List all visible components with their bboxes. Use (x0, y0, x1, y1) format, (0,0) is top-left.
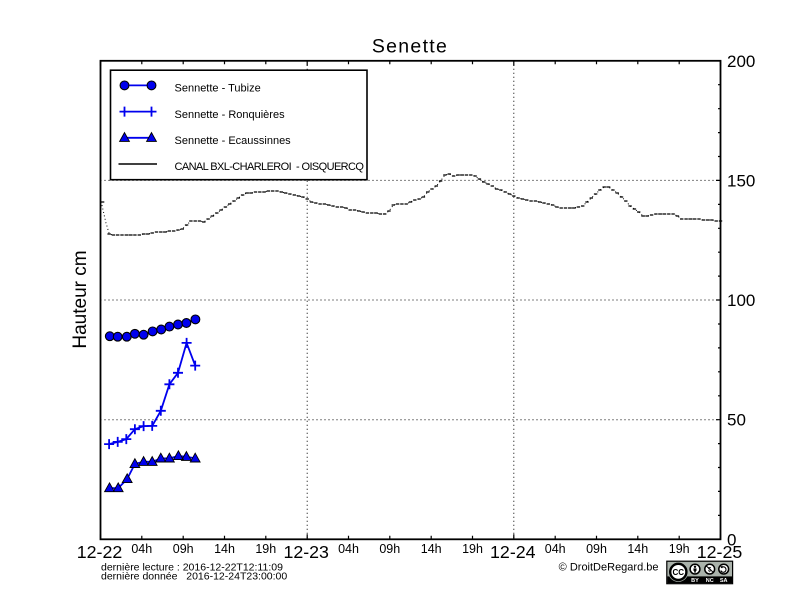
svg-text:CC: CC (673, 568, 685, 577)
svg-text:14h: 14h (627, 542, 648, 556)
svg-text:Sennette - Tubize: Sennette - Tubize (175, 83, 261, 95)
svg-text:19h: 19h (255, 542, 276, 556)
svg-text:100: 100 (727, 291, 755, 310)
svg-text:12-22: 12-22 (77, 542, 122, 562)
svg-text:09h: 09h (379, 542, 400, 556)
svg-text:200: 200 (727, 52, 755, 71)
svg-text:© DroitDeRegard.be: © DroitDeRegard.be (559, 562, 659, 574)
svg-text:04h: 04h (338, 542, 359, 556)
svg-text:09h: 09h (586, 542, 607, 556)
svg-text:Sennette - Ronquières: Sennette - Ronquières (175, 109, 286, 121)
svg-text:dernière lecture : 2016-12-22T: dernière lecture : 2016-12-22T12:11:09 (101, 562, 283, 574)
svg-text:Sennette - Ecaussinnes: Sennette - Ecaussinnes (175, 135, 292, 147)
svg-text:19h: 19h (462, 542, 483, 556)
svg-text:$: $ (708, 567, 712, 573)
svg-text:14h: 14h (421, 542, 442, 556)
svg-text:12-24: 12-24 (490, 542, 536, 562)
svg-text:NC: NC (706, 578, 714, 584)
svg-text:04h: 04h (131, 542, 152, 556)
svg-text:19h: 19h (669, 542, 690, 556)
svg-text:50: 50 (727, 411, 746, 430)
svg-text:Hauteur cm: Hauteur cm (70, 250, 91, 348)
svg-text:SA: SA (720, 578, 728, 584)
svg-text:12-25: 12-25 (697, 542, 743, 562)
svg-text:Senette: Senette (372, 36, 448, 58)
svg-text:CANAL BXL-CHARLEROI - OISQUER: CANAL BXL-CHARLEROI - OISQUERCQ (175, 161, 365, 173)
svg-text:12-23: 12-23 (283, 542, 329, 562)
svg-text:09h: 09h (173, 542, 194, 556)
svg-text:0: 0 (727, 530, 736, 549)
svg-text:04h: 04h (545, 542, 566, 556)
svg-text:dernière donnée 2016-12-24T2: dernière donnée 2016-12-24T23:00:00 (101, 571, 287, 583)
svg-text:14h: 14h (214, 542, 235, 556)
svg-text:150: 150 (727, 171, 755, 190)
svg-text:BY: BY (691, 578, 699, 584)
